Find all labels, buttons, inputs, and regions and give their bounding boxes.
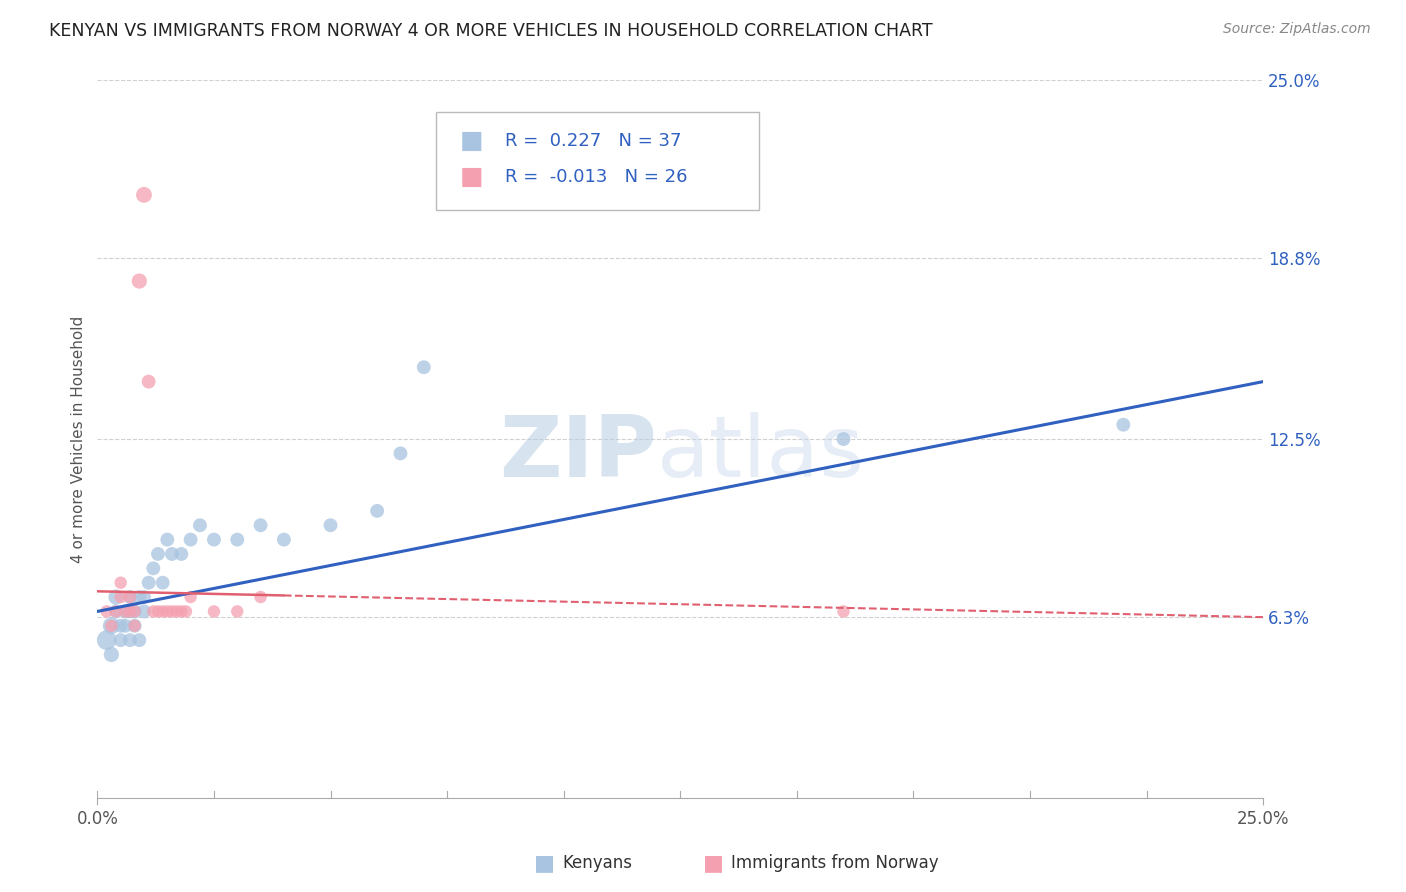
Point (132, 590, 155, 604)
Point (114, 604, 136, 618)
Text: ■: ■ (703, 854, 724, 873)
Point (118, 604, 141, 618)
Point (273, 533, 295, 547)
Point (100, 648, 122, 662)
Point (138, 375, 160, 389)
Point (180, 590, 202, 604)
Text: Source: ZipAtlas.com: Source: ZipAtlas.com (1223, 22, 1371, 37)
Point (124, 619, 146, 633)
Point (110, 633, 132, 648)
Text: R =  0.227   N = 37: R = 0.227 N = 37 (505, 132, 682, 150)
Text: ■: ■ (460, 165, 484, 188)
Point (105, 604, 128, 618)
Point (118, 633, 141, 648)
Point (146, 547, 169, 561)
Point (142, 561, 165, 575)
Text: ZIP: ZIP (499, 412, 657, 495)
Text: ■: ■ (534, 854, 555, 873)
Point (174, 604, 197, 618)
Text: R =  -0.013   N = 26: R = -0.013 N = 26 (505, 168, 688, 186)
Point (96, 633, 118, 648)
Point (170, 604, 193, 618)
Point (118, 590, 141, 604)
Point (124, 604, 146, 618)
Point (249, 518, 271, 533)
Point (412, 360, 434, 375)
Point (114, 619, 136, 633)
Point (249, 590, 271, 604)
Point (132, 187, 155, 202)
Point (105, 590, 128, 604)
Point (188, 518, 211, 533)
Point (138, 575, 160, 590)
Text: Kenyans: Kenyans (562, 855, 633, 872)
Point (110, 575, 132, 590)
Point (128, 590, 150, 604)
Point (166, 604, 188, 618)
Point (226, 604, 249, 618)
Text: Immigrants from Norway: Immigrants from Norway (731, 855, 939, 872)
Point (142, 604, 165, 618)
Point (152, 575, 174, 590)
Point (202, 533, 225, 547)
Point (96, 604, 118, 618)
Point (152, 604, 174, 618)
Point (146, 604, 169, 618)
Y-axis label: 4 or more Vehicles in Household: 4 or more Vehicles in Household (72, 316, 86, 563)
Text: KENYAN VS IMMIGRANTS FROM NORWAY 4 OR MORE VEHICLES IN HOUSEHOLD CORRELATION CHA: KENYAN VS IMMIGRANTS FROM NORWAY 4 OR MO… (49, 22, 932, 40)
Point (118, 590, 141, 604)
Point (832, 432, 855, 446)
Point (110, 619, 132, 633)
Point (132, 604, 155, 618)
Point (170, 547, 193, 561)
Point (389, 446, 412, 460)
Point (160, 604, 183, 618)
Point (226, 533, 249, 547)
Point (105, 604, 128, 618)
Point (319, 518, 342, 533)
Point (202, 604, 225, 618)
Point (160, 547, 183, 561)
Point (114, 604, 136, 618)
Point (124, 604, 146, 618)
Point (180, 533, 202, 547)
Point (128, 633, 150, 648)
Point (100, 619, 122, 633)
Point (128, 274, 150, 288)
Point (118, 604, 141, 618)
Point (1112, 417, 1135, 432)
Point (832, 604, 855, 618)
Point (110, 590, 132, 604)
Point (100, 619, 122, 633)
Point (156, 604, 179, 618)
Text: atlas: atlas (657, 412, 865, 495)
Text: ■: ■ (460, 129, 484, 153)
Point (366, 504, 388, 518)
Point (124, 619, 146, 633)
Point (156, 533, 179, 547)
